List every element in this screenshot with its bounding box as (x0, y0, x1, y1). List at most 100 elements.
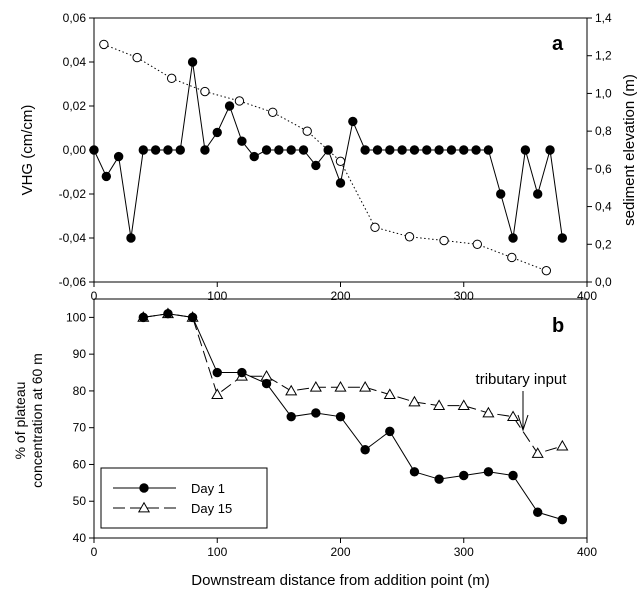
vhg-point (249, 151, 259, 162)
day1-point (434, 474, 444, 484)
day15-point (211, 388, 224, 399)
x-tick-label-b: 100 (207, 545, 227, 559)
vhg-point (409, 145, 420, 155)
vhg-point (545, 145, 555, 155)
y-tick-label-b: 80 (73, 384, 87, 398)
tributary-input-annotation: tributary input (476, 371, 568, 388)
vhg-point (508, 233, 518, 243)
y-tick-label-b: 50 (73, 494, 87, 508)
vhg-point (274, 145, 284, 155)
vhg-point (261, 145, 272, 155)
day1-point (335, 411, 346, 422)
vhg-point (397, 145, 407, 155)
y-tick-label-a: 0,02 (63, 99, 87, 113)
legend-box (100, 467, 268, 529)
day15-point (334, 381, 347, 392)
day15-point (383, 388, 396, 399)
sediment-elevation-point (234, 96, 245, 106)
y-axis-title-b: % of plateauconcentration at 60 m (12, 353, 45, 488)
day15-point (457, 399, 470, 411)
sediment-elevation-line (103, 43, 547, 272)
x-tick-label-b: 200 (330, 545, 350, 559)
sediment-elevation-point (166, 73, 177, 84)
day15-point (556, 439, 569, 451)
annotation-arrow-head (517, 414, 529, 432)
day15-line (143, 313, 563, 455)
x-tick-label-a: 200 (330, 289, 350, 303)
day15-point (285, 384, 298, 396)
day1-point (483, 467, 494, 477)
day15-point (531, 447, 544, 458)
vhg-point (175, 145, 185, 155)
vhg-point (520, 145, 531, 155)
vhg-point (163, 145, 173, 155)
legend-day1-marker (139, 483, 149, 493)
sediment-elevation-point (302, 126, 312, 136)
vhg-point (224, 101, 235, 111)
vhg-point (335, 178, 346, 188)
sediment-elevation-point (541, 265, 552, 276)
vhg-point (89, 145, 99, 155)
y-tick-label-b: 70 (73, 421, 87, 435)
day1-point (360, 445, 370, 455)
vhg-point (200, 145, 210, 155)
day15-point (309, 381, 322, 392)
vhg-point (557, 233, 568, 243)
vhg-point (471, 145, 481, 155)
vhg-point (101, 171, 112, 182)
y2-tick-label-a: 1,0 (595, 86, 612, 100)
y2-tick-label-a: 0,8 (595, 124, 612, 138)
y2-tick-label-a: 0,0 (595, 275, 612, 289)
x-tick-label-a: 300 (454, 289, 474, 303)
vhg-point (533, 189, 543, 199)
vhg-point (138, 145, 149, 155)
sediment-elevation-point (472, 239, 483, 249)
y2-tick-label-a: 0,2 (595, 237, 612, 251)
y-tick-label-a: 0,00 (63, 143, 87, 157)
vhg-point (311, 160, 321, 171)
y2-axis-title-a: sediment elevation (m) (621, 74, 638, 226)
sediment-elevation-point (99, 39, 109, 50)
vhg-point (348, 116, 358, 127)
y2-tick-label-a: 1,4 (595, 11, 612, 25)
day15-point (359, 381, 372, 392)
y-tick-label-a: 0,06 (63, 11, 87, 25)
y-tick-label-a: 0,04 (63, 55, 87, 69)
day15-point (260, 370, 273, 381)
y-tick-label-b: 90 (73, 347, 87, 361)
vhg-point (237, 136, 247, 146)
vhg-point (459, 145, 469, 155)
y-axis-title-a: VHG (cm/cm) (19, 105, 36, 196)
sediment-elevation-point (200, 86, 210, 97)
y2-tick-label-a: 1,2 (595, 49, 612, 63)
x-tick-label-b: 400 (577, 545, 597, 559)
legend-day15-marker (137, 501, 151, 513)
vhg-point (434, 145, 444, 155)
vhg-point (212, 127, 222, 138)
day1-point (187, 312, 198, 323)
day1-point (237, 367, 247, 378)
day15-point (482, 406, 495, 418)
day1-point (261, 378, 272, 389)
day1-point (138, 312, 149, 323)
sediment-elevation-point (439, 235, 449, 246)
day1-point (557, 514, 568, 525)
vhg-point (126, 233, 136, 243)
y-tick-label-a: -0,02 (59, 187, 87, 201)
sediment-elevation-point (370, 222, 380, 233)
day15-point (433, 399, 446, 411)
legend: Day 1 Day 15 (100, 467, 268, 529)
x-tick-label-a: 100 (207, 289, 227, 303)
legend-day15-label: Day 15 (191, 501, 232, 516)
sediment-elevation-point (132, 52, 142, 63)
day1-point (409, 467, 420, 477)
day1-point (508, 470, 518, 481)
day15-point (408, 395, 421, 407)
y-tick-label-a: -0,04 (59, 231, 87, 245)
sediment-elevation-point (507, 252, 517, 263)
vhg-point (150, 145, 161, 155)
day15-point (506, 410, 520, 422)
vhg-point (496, 189, 506, 199)
vhg-point (422, 145, 432, 155)
